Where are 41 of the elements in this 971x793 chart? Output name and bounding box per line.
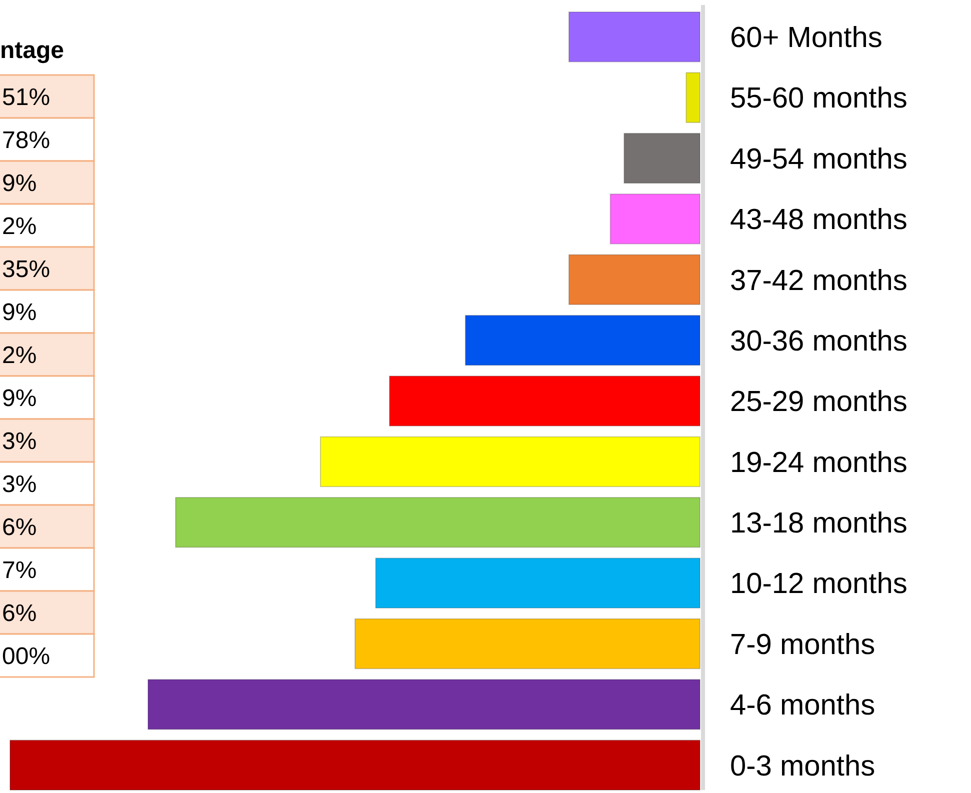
bar	[624, 132, 700, 184]
annotation: 6%	[2, 600, 37, 627]
annotation: 35%	[2, 256, 50, 283]
annotation: 7%	[2, 556, 37, 584]
annotation: 9%	[2, 298, 37, 326]
y-tick-label: 25-29 months	[730, 386, 908, 418]
y-tick-label: 19-24 months	[730, 446, 908, 479]
y-tick-label: 49-54 months	[730, 143, 908, 176]
y-tick-label: 60+ Months	[730, 22, 882, 54]
bar	[175, 496, 700, 548]
annotation: 3%	[2, 470, 37, 498]
y-tick-label: 7-9 months	[730, 628, 876, 661]
bar	[389, 376, 700, 426]
annotation: 78%	[2, 126, 50, 154]
annotation: 2%	[2, 342, 37, 369]
annotation: 3%	[2, 428, 37, 455]
y-tick-label: 55-60 months	[730, 82, 908, 115]
y-tick-label: 37-42 months	[730, 264, 908, 297]
annotation: 00%	[2, 642, 50, 670]
y-tick-label: 13-18 months	[730, 508, 908, 540]
annotation: 2%	[2, 212, 37, 240]
bar	[568, 12, 700, 62]
annotation: ntage	[0, 37, 64, 64]
bar	[686, 72, 700, 123]
bar	[375, 558, 700, 608]
annotation: 9%	[2, 170, 37, 197]
y-tick-label: 43-48 months	[730, 204, 908, 236]
bar	[464, 314, 700, 366]
y-tick-label: 4-6 months	[730, 690, 876, 722]
y-tick-label: 10-12 months	[730, 568, 908, 600]
annotation: 51%	[2, 84, 50, 111]
bar	[354, 618, 700, 670]
y-tick-label: 0-3 months	[730, 750, 876, 782]
annotation: 6%	[2, 514, 37, 541]
bar	[320, 436, 700, 488]
bar	[568, 254, 700, 306]
bar	[148, 679, 700, 730]
bar	[10, 740, 700, 790]
bar	[610, 194, 700, 244]
annotation: 9%	[2, 384, 37, 412]
y-tick-label: 30-36 months	[730, 325, 908, 358]
